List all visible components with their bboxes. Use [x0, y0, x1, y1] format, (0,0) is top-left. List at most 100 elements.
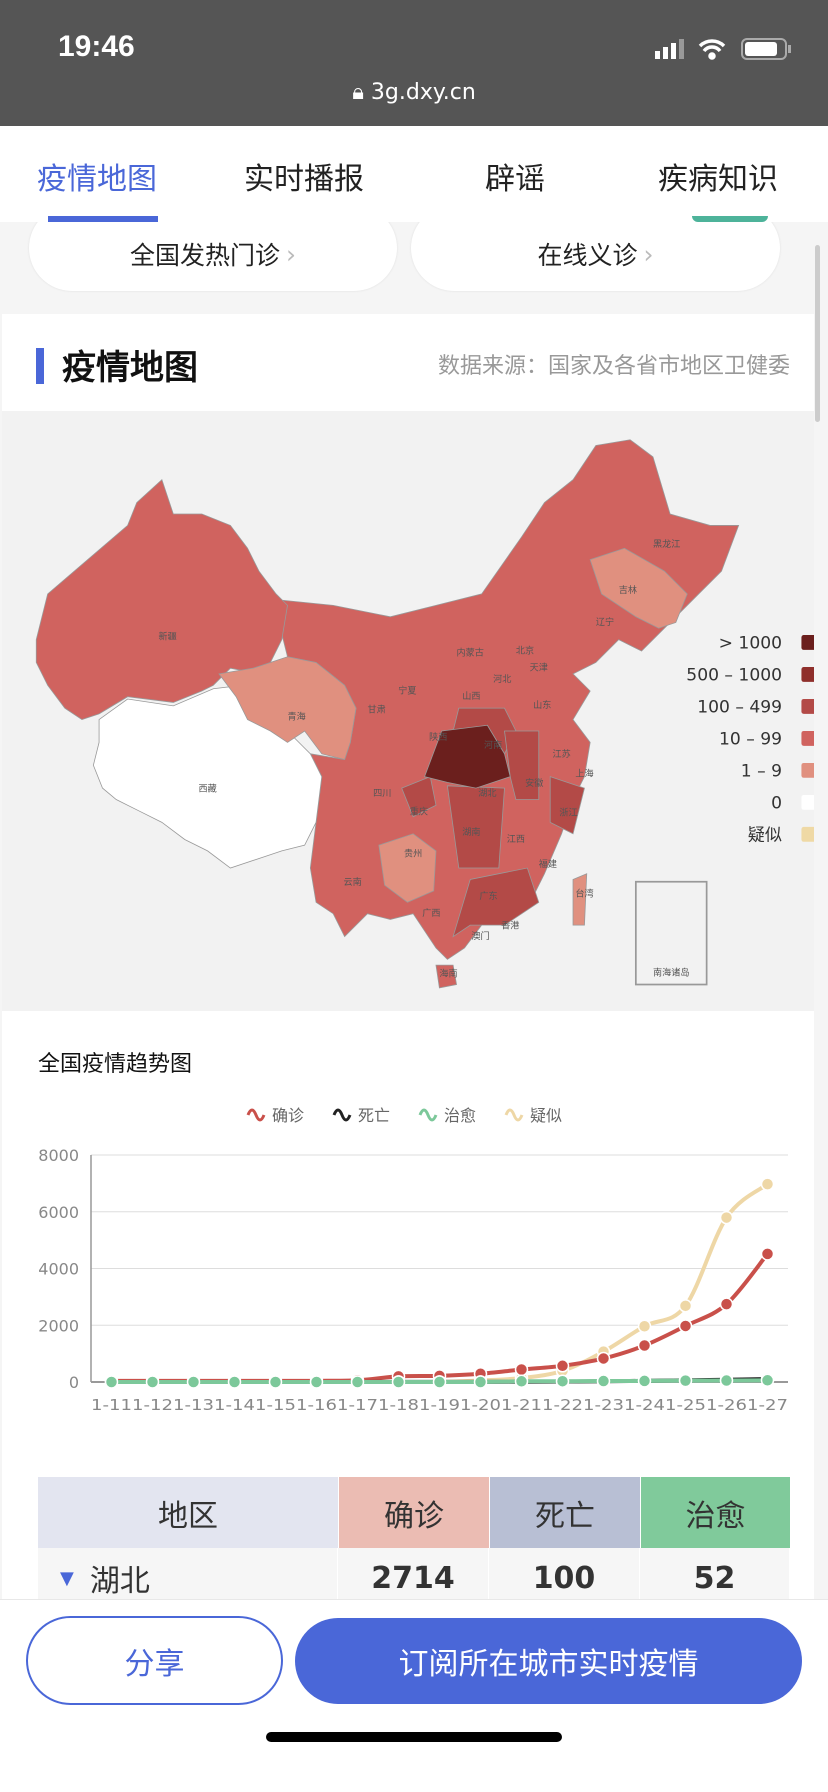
data-point[interactable]	[268, 1375, 283, 1389]
legend-label[interactable]: 疑似	[530, 1106, 562, 1125]
tab-knowledge[interactable]: 疾病知识	[658, 162, 778, 197]
data-point[interactable]	[432, 1375, 447, 1389]
province-label: 陕西	[429, 731, 447, 743]
table-row[interactable]: ▼ 湖北 2714 100 52	[38, 1548, 790, 1608]
data-point[interactable]	[678, 1319, 693, 1333]
legend-label: 1 – 9	[741, 762, 782, 782]
data-point[interactable]	[637, 1319, 652, 1333]
data-point[interactable]	[514, 1362, 529, 1377]
region-guizhou[interactable]	[378, 833, 437, 903]
data-point[interactable]	[186, 1375, 201, 1389]
header-dead[interactable]: 死亡	[489, 1477, 640, 1548]
x-tick-label: 1-18	[378, 1396, 419, 1414]
region-jilin[interactable]	[589, 547, 688, 629]
region-guangdong[interactable]	[452, 867, 540, 938]
header-confirmed[interactable]: 确诊	[338, 1477, 489, 1548]
header-cured[interactable]: 治愈	[640, 1477, 790, 1548]
province-label: 湖南	[462, 826, 480, 838]
data-point[interactable]	[514, 1374, 529, 1389]
data-point[interactable]	[555, 1359, 570, 1373]
data-point[interactable]	[227, 1375, 242, 1389]
legend-swatch[interactable]	[801, 794, 817, 810]
data-point[interactable]	[309, 1375, 324, 1389]
legend-swatch[interactable]	[801, 826, 817, 842]
scrollbar[interactable]	[815, 245, 820, 422]
x-tick-label: 1-11	[91, 1396, 132, 1414]
data-point[interactable]	[104, 1375, 119, 1389]
header-region[interactable]: 地区	[38, 1477, 338, 1548]
tab-map[interactable]: 疫情地图	[37, 162, 157, 197]
x-tick-label: 1-16	[296, 1396, 337, 1414]
data-point[interactable]	[760, 1373, 775, 1388]
y-tick-label: 2000	[38, 1316, 79, 1335]
legend-wave-icon[interactable]	[504, 1108, 524, 1122]
china-map[interactable]: 新疆 西藏 青海 甘肃 内蒙古 黑龙江 吉林 辽宁 北京 天津 河北 宁夏 山西 山东 陕西 河南 江苏 上海 湖北…	[2, 411, 817, 1011]
data-point[interactable]	[719, 1297, 734, 1311]
region-anhui[interactable]	[504, 730, 540, 800]
data-point[interactable]	[473, 1375, 488, 1389]
province-label: 福建	[539, 858, 557, 870]
data-point[interactable]	[678, 1373, 693, 1388]
data-point[interactable]	[760, 1247, 775, 1261]
expand-triangle-icon[interactable]: ▼	[60, 1567, 74, 1589]
legend-swatch[interactable]	[801, 699, 817, 714]
province-label: 重庆	[410, 805, 428, 817]
legend-label[interactable]: 死亡	[358, 1106, 390, 1125]
region-taiwan[interactable]	[572, 873, 588, 926]
y-tick-label: 8000	[38, 1146, 79, 1165]
legend-label[interactable]: 治愈	[444, 1106, 476, 1125]
data-point[interactable]	[760, 1177, 775, 1191]
data-point[interactable]	[391, 1375, 406, 1389]
legend-swatch[interactable]	[801, 762, 817, 778]
region-qinghai[interactable]	[218, 656, 357, 761]
data-point[interactable]	[555, 1374, 570, 1388]
legend-swatch[interactable]	[801, 635, 817, 650]
legend-label: 500 – 1000	[686, 666, 782, 686]
legend-wave-icon[interactable]	[418, 1108, 438, 1122]
data-point[interactable]	[145, 1375, 160, 1389]
province-label: 山西	[462, 691, 480, 702]
data-point[interactable]	[596, 1351, 611, 1366]
data-point[interactable]	[678, 1299, 693, 1313]
tab-accent	[692, 216, 768, 222]
tab-rumors[interactable]: 辟谣	[485, 162, 545, 197]
region-hunan[interactable]	[446, 785, 505, 869]
region-chongqing[interactable]	[401, 776, 437, 818]
south-china-sea-inset	[634, 880, 708, 986]
data-point[interactable]	[596, 1374, 611, 1388]
province-label: 江苏	[552, 748, 570, 760]
province-label: 云南	[343, 876, 361, 888]
legend-label[interactable]: 确诊	[272, 1106, 304, 1125]
address-bar[interactable]: 🔒︎ 3g.dxy.cn	[0, 80, 828, 105]
legend-label: 100 – 499	[697, 698, 782, 718]
province-label: 天津	[530, 662, 548, 673]
province-label: 西藏	[198, 783, 216, 795]
legend-swatch[interactable]	[801, 730, 817, 746]
status-bar: 19:46 🔒︎ 3g.dxy.cn	[0, 0, 828, 126]
subscribe-button[interactable]: 订阅所在城市实时疫情	[295, 1618, 802, 1704]
province-label: 山东	[533, 699, 551, 711]
region-hainan[interactable]	[435, 964, 457, 989]
legend-wave-icon[interactable]	[332, 1108, 352, 1122]
region-xinjiang[interactable]	[35, 479, 288, 721]
x-tick-label: 1-14	[214, 1396, 255, 1414]
data-point[interactable]	[350, 1375, 365, 1389]
data-point[interactable]	[719, 1373, 734, 1388]
legend-wave-icon[interactable]	[246, 1108, 266, 1122]
province-label: 河北	[493, 673, 511, 685]
data-point[interactable]	[637, 1374, 652, 1388]
region-hubei[interactable]	[424, 724, 511, 789]
data-point[interactable]	[637, 1338, 652, 1353]
x-tick-label: 1-22	[542, 1396, 583, 1414]
region-zhejiang[interactable]	[549, 776, 585, 835]
data-point[interactable]	[719, 1210, 734, 1225]
province-label: 浙江	[559, 806, 577, 818]
wifi-icon	[698, 39, 726, 60]
share-button[interactable]: 分享	[26, 1616, 283, 1705]
legend-swatch[interactable]	[801, 667, 817, 682]
cured-count: 52	[640, 1548, 790, 1608]
tab-live[interactable]: 实时播报	[244, 162, 364, 197]
province-label: 新疆	[158, 631, 176, 643]
